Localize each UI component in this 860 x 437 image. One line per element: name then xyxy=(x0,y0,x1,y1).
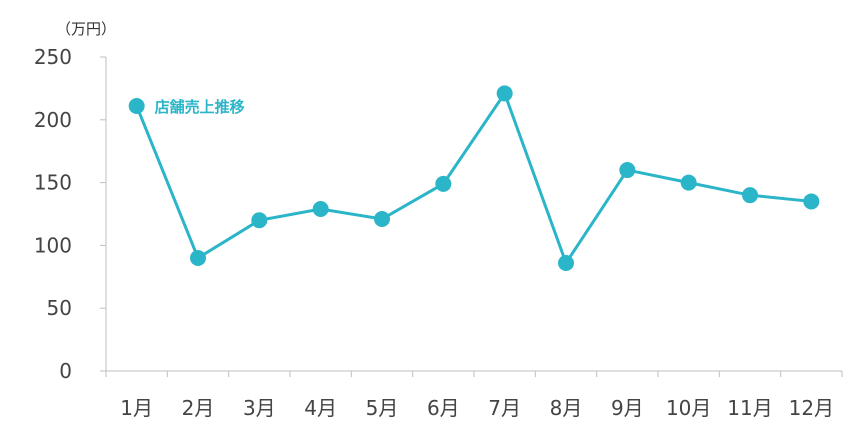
data-point xyxy=(435,175,452,192)
data-point xyxy=(742,187,758,204)
data-point xyxy=(619,162,636,179)
y-tick-label: 100 xyxy=(34,233,72,257)
y-axis-ticks: 0 50 100 150 200 250 xyxy=(34,45,106,383)
x-tick-label: 8月 xyxy=(550,396,583,420)
data-point xyxy=(190,249,206,266)
data-point xyxy=(374,211,390,228)
x-tick-label: 3月 xyxy=(243,396,276,420)
series-points xyxy=(128,85,820,271)
series-line xyxy=(135,90,812,267)
data-point xyxy=(251,212,268,229)
x-tick-label: 12月 xyxy=(789,396,834,420)
x-tick-label: 1月 xyxy=(120,396,153,420)
data-point xyxy=(496,85,513,102)
x-tick-label: 5月 xyxy=(366,396,399,420)
data-point xyxy=(312,200,329,217)
data-point xyxy=(128,97,145,114)
x-tick-label: 9月 xyxy=(611,396,644,420)
x-axis-ticks: 1月 2月 3月 4月 5月 6月 7月 8月 9月 10月 11月 12月 xyxy=(105,371,843,420)
x-tick-label: 7月 xyxy=(488,396,521,420)
data-point xyxy=(803,193,820,210)
x-tick-label: 2月 xyxy=(182,396,215,420)
y-tick-label: 50 xyxy=(47,296,72,320)
x-tick-label: 11月 xyxy=(727,396,772,420)
x-tick-label: 4月 xyxy=(304,396,337,420)
x-tick-label: 10月 xyxy=(666,396,711,420)
data-point xyxy=(558,254,574,271)
data-point xyxy=(680,174,697,191)
y-axis-unit-label: （万円） xyxy=(56,20,116,38)
y-tick-label: 0 xyxy=(59,359,72,383)
series-label: 店舗売上推移 xyxy=(155,98,245,116)
y-tick-label: 250 xyxy=(34,45,72,69)
y-tick-label: 200 xyxy=(34,108,72,132)
y-tick-label: 150 xyxy=(34,171,72,195)
x-tick-label: 6月 xyxy=(427,396,460,420)
